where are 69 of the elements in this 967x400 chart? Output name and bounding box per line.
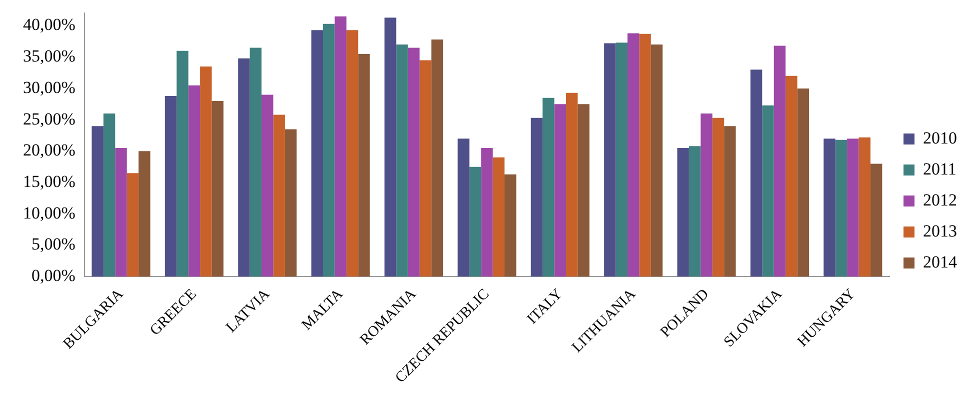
bar: [639, 34, 651, 277]
bar: [542, 98, 554, 277]
bar: [103, 114, 116, 277]
y-tick-label: 10,00%: [22, 203, 76, 222]
bar: [724, 126, 736, 277]
bar: [420, 60, 432, 277]
bar: [870, 164, 882, 277]
bar: [115, 148, 127, 277]
bar: [284, 129, 297, 277]
y-tick-label: 5,00%: [31, 234, 76, 254]
bar: [762, 105, 774, 277]
y-tick-label: 15,00%: [22, 172, 76, 191]
bar: [262, 94, 274, 277]
bar: [712, 118, 724, 277]
bar: [384, 18, 396, 277]
bar: [797, 88, 809, 277]
bar: [200, 66, 212, 277]
bar: [346, 30, 358, 277]
bar: [469, 166, 482, 277]
bar: [786, 76, 798, 277]
bar: [700, 114, 712, 277]
bar: [481, 148, 493, 277]
bar: [396, 44, 408, 277]
bar: [273, 114, 285, 277]
y-tick-label: 20,00%: [22, 140, 76, 160]
y-tick-label: 0,00%: [31, 266, 76, 286]
bar: [566, 92, 578, 277]
bar: [126, 173, 139, 277]
legend-label: 2011: [923, 159, 956, 178]
bar: [408, 48, 420, 277]
bar: [238, 58, 250, 277]
bar: [688, 146, 701, 277]
bar: [176, 50, 188, 277]
bar: [492, 157, 505, 277]
bar: [504, 174, 516, 277]
bar: [578, 104, 590, 277]
bar: [188, 85, 200, 277]
bar: [858, 137, 870, 277]
bar: [358, 54, 370, 277]
bar: [250, 48, 262, 277]
bar: [604, 43, 616, 277]
bar: [458, 138, 470, 277]
bar: [554, 104, 566, 277]
bar: [92, 126, 104, 277]
legend-label: 2014: [923, 252, 958, 272]
bar: [311, 30, 324, 277]
legend-label: 2013: [923, 221, 957, 240]
bar: [650, 44, 663, 277]
bar: [774, 46, 786, 277]
bar: [138, 151, 150, 277]
bar: [847, 138, 859, 277]
y-tick-label: 25,00%: [22, 109, 76, 128]
bar: [212, 100, 224, 277]
y-tick-label: 40,00%: [22, 15, 76, 34]
bar: [627, 33, 640, 277]
y-tick-label: 30,00%: [22, 78, 76, 97]
legend-label: 2012: [923, 190, 957, 210]
legend-label: 2010: [923, 128, 957, 148]
bar: [824, 138, 836, 277]
bar: [323, 24, 335, 277]
bar: [530, 118, 543, 277]
bar: [334, 16, 346, 277]
bar: [835, 140, 848, 277]
y-tick-label: 35,00%: [22, 46, 76, 66]
bar: [750, 70, 762, 277]
bar: [431, 40, 444, 277]
bar: [677, 148, 689, 277]
bar: [164, 96, 177, 277]
bar: [616, 42, 628, 277]
